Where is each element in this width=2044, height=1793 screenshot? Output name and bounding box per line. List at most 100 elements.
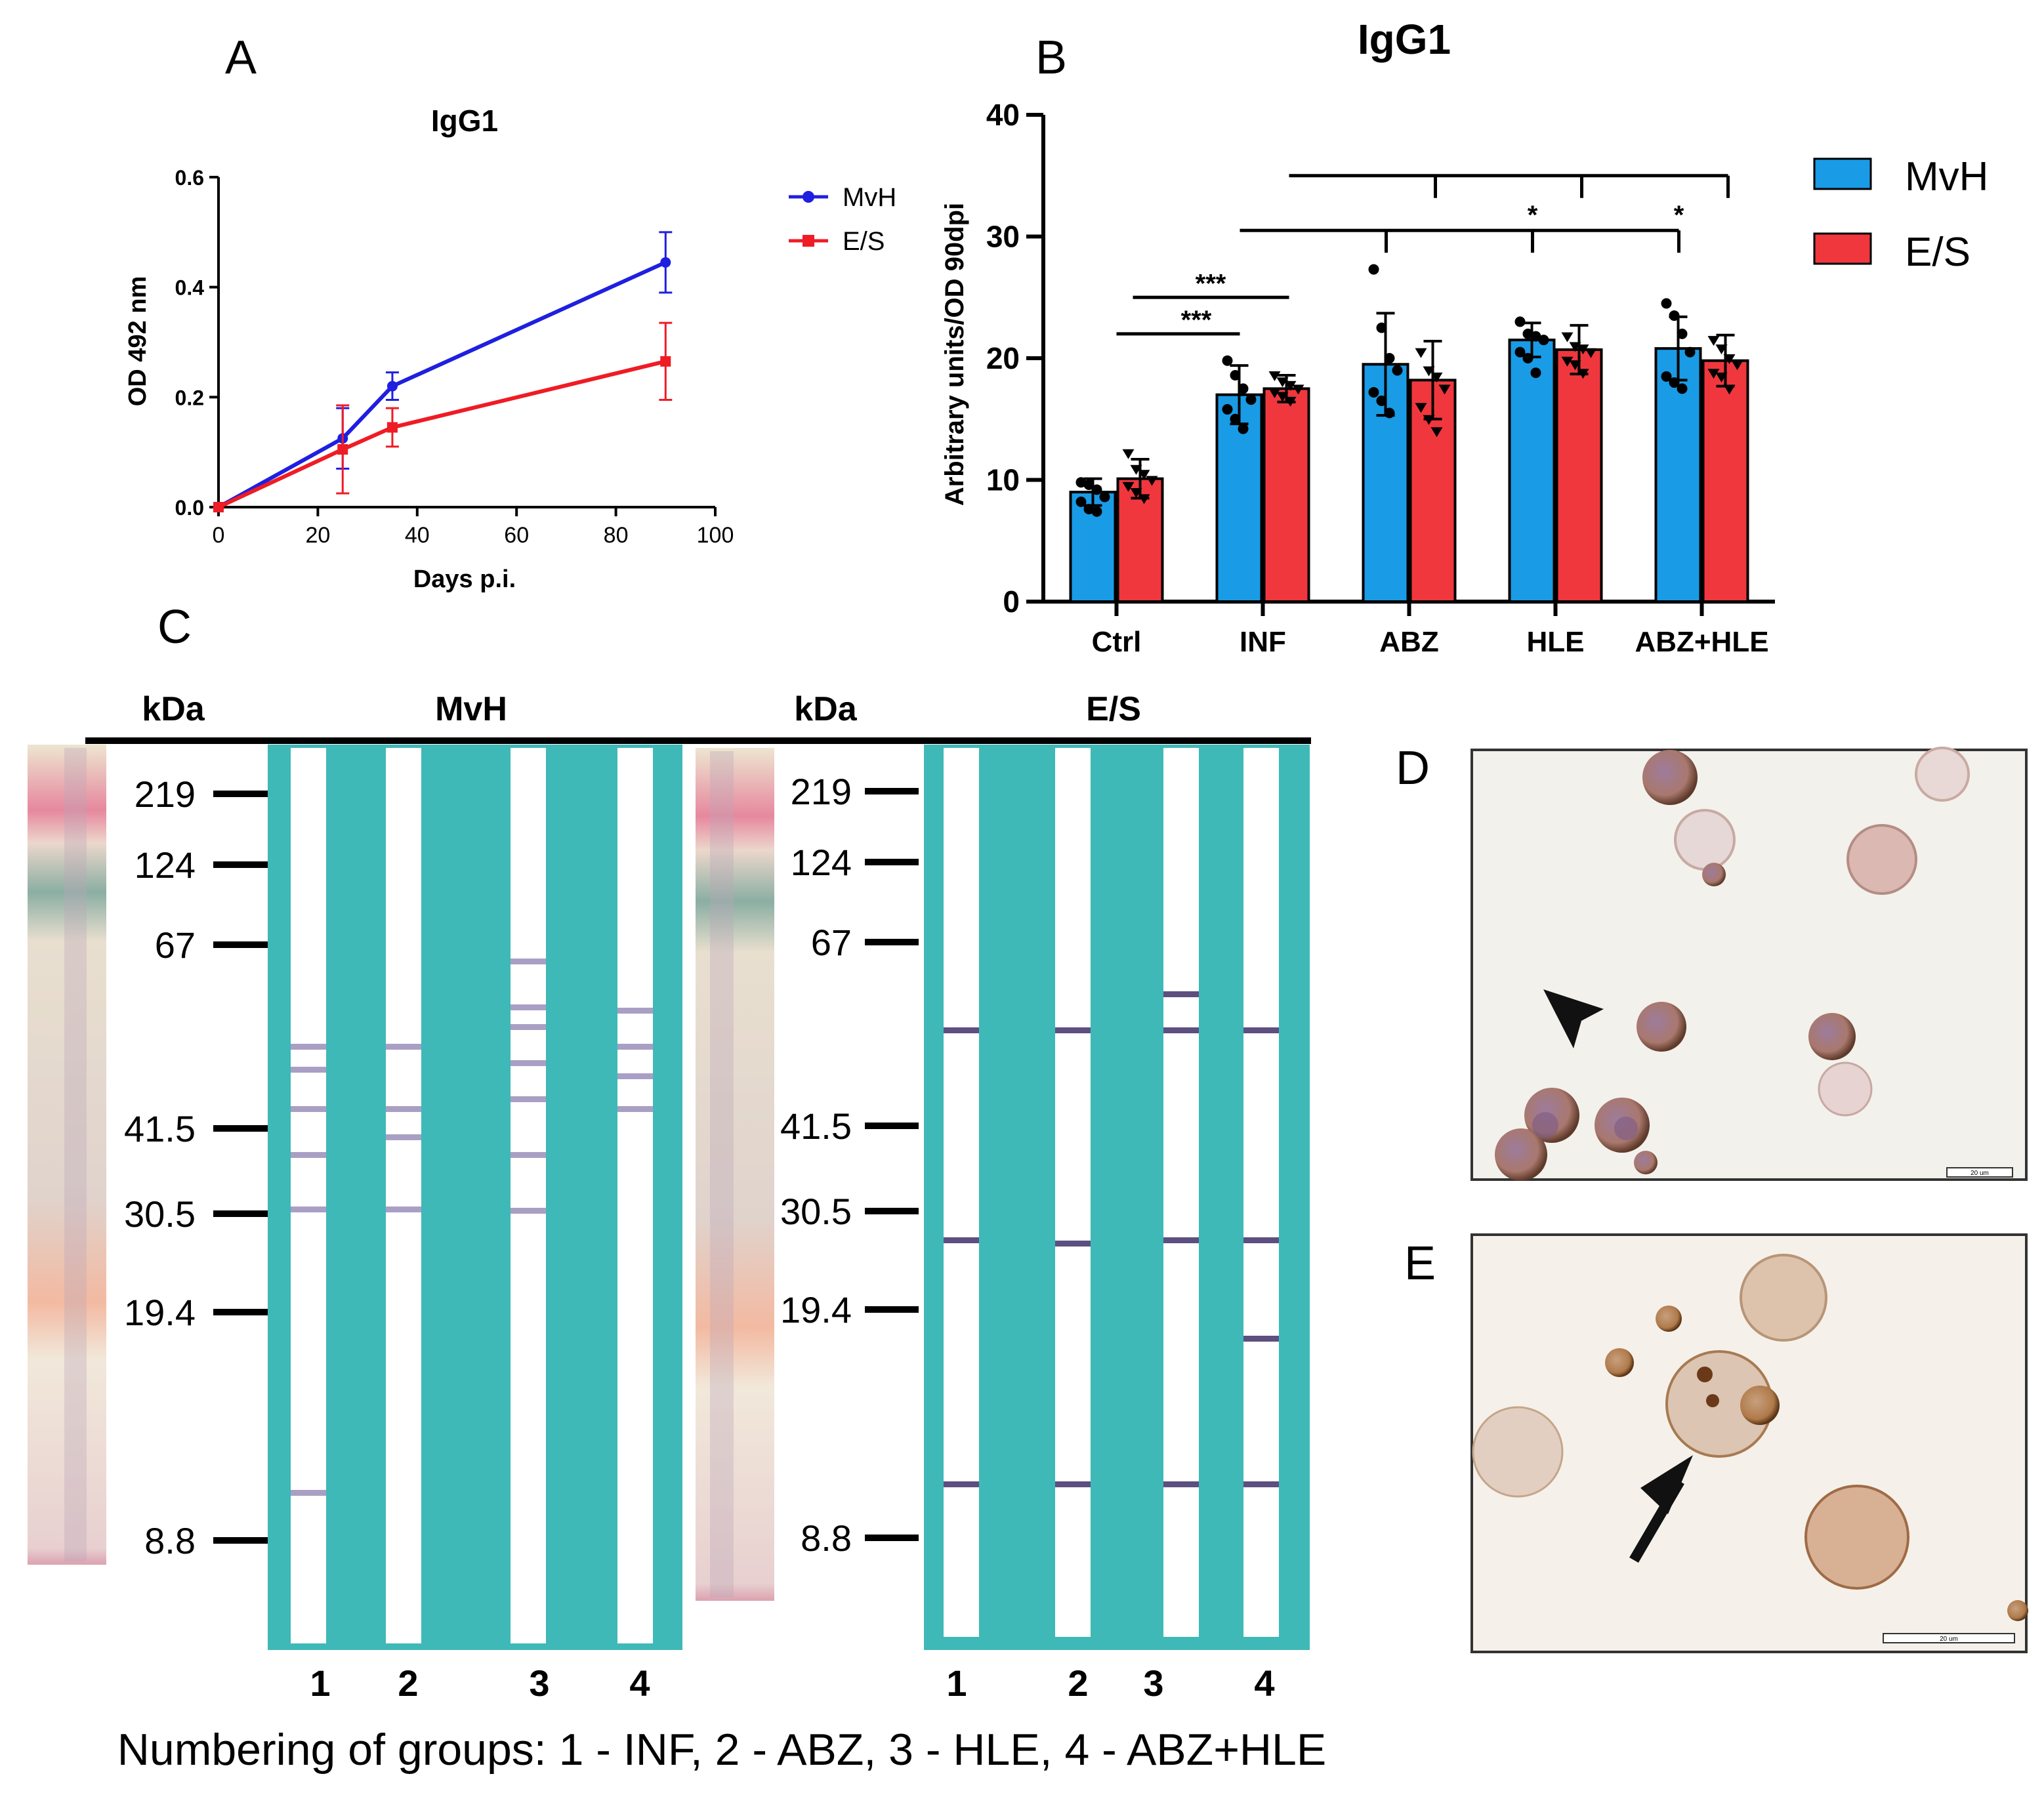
blot-band — [511, 1024, 546, 1030]
b-bar-E/S — [1262, 387, 1310, 603]
panel-e-micrograph: E 20 um — [1404, 1233, 2028, 1653]
panel-c-western-blot: C kDa MvH kDa E/S 2191246741.530.519.48.… — [28, 601, 1326, 1775]
a-x-tick-label: 60 — [504, 523, 529, 548]
sig-label: * — [1674, 201, 1684, 230]
b-triangle-point — [1577, 344, 1589, 355]
a-x-tick-label: 80 — [604, 523, 629, 548]
b-triangle-point — [1146, 476, 1158, 486]
scale-bar-d-label: 20 um — [1971, 1170, 1989, 1177]
kda-marker-label: 30.5 — [124, 1193, 196, 1235]
b-x-tick-label: HLE — [1527, 626, 1585, 658]
lane-number: 1 — [946, 1662, 967, 1704]
chart-a-series — [213, 231, 673, 512]
b-dot-point — [1530, 367, 1541, 379]
cell — [1740, 1386, 1780, 1425]
cell — [1674, 809, 1736, 871]
left-blot-title: MvH — [435, 690, 507, 728]
chart-b-title: IgG1 — [1358, 16, 1451, 63]
blot-strip — [1163, 748, 1199, 1637]
b-y-tick-label: 30 — [986, 220, 1020, 254]
blot-band — [291, 1044, 326, 1050]
kda-marker-label: 19.4 — [124, 1292, 196, 1333]
blot-band — [291, 1490, 326, 1496]
b-y-tick-label: 40 — [986, 98, 1020, 132]
b-triangle-point — [1276, 377, 1289, 388]
b-bar-MvH — [1508, 339, 1556, 603]
panel-label-b: B — [1035, 31, 1067, 84]
b-triangle-point — [1130, 488, 1142, 499]
sig-label: * — [1528, 201, 1538, 230]
lane-number: 3 — [1143, 1662, 1163, 1704]
a-y-tick-label: 0.4 — [175, 276, 205, 300]
cell — [1697, 1367, 1713, 1382]
b-dot-point — [1091, 506, 1102, 517]
kda-marker-label: 30.5 — [780, 1191, 852, 1232]
b-y-tick-label: 20 — [986, 341, 1020, 375]
b-dot-point — [1522, 328, 1533, 339]
blot-band — [617, 1008, 653, 1014]
blot-band — [617, 1073, 653, 1079]
blot-band — [1055, 1027, 1091, 1033]
cell — [1605, 1348, 1634, 1377]
chart-a-ylabel: OD 492 nm — [124, 276, 152, 407]
b-triangle-point — [1423, 366, 1435, 377]
cell — [1532, 1112, 1558, 1138]
lane-number: 4 — [629, 1662, 650, 1704]
a-y-tick-label: 0.6 — [175, 166, 204, 190]
scale-bar-e-label: 20 um — [1940, 1636, 1958, 1643]
legend-mvh-label: MvH — [843, 183, 896, 212]
blot-band — [291, 1152, 326, 1158]
kda-marker-label: 41.5 — [124, 1108, 196, 1149]
cell — [1846, 824, 1917, 895]
panel-label-e: E — [1404, 1237, 1436, 1290]
legend-b-mvh-swatch — [1813, 157, 1872, 190]
a-data-point — [386, 381, 398, 392]
b-triangle-point — [1122, 482, 1135, 492]
blot-strip — [386, 748, 421, 1643]
a-y-tick-label: 0.0 — [175, 496, 204, 520]
arrow-head — [1640, 1455, 1693, 1514]
b-triangle-point — [1284, 396, 1297, 407]
blot-band — [386, 1106, 421, 1112]
chart-a-title: IgG1 — [431, 104, 498, 138]
a-data-point — [337, 443, 348, 455]
lane-numbers: 1 2 3 4 1 2 3 4 — [310, 1662, 1274, 1704]
blot-band — [1163, 1237, 1199, 1243]
blot-band — [944, 1027, 979, 1033]
a-y-tick-label: 0.2 — [175, 386, 204, 409]
b-dot-point — [1661, 298, 1672, 309]
b-dot-point — [1238, 383, 1249, 394]
chart-a-axes: 0.0 0.2 0.4 0.6 0 20 40 60 80 100 — [175, 166, 734, 548]
right-blot-title: E/S — [1086, 690, 1141, 728]
b-dot-point — [1538, 335, 1549, 346]
b-dot-point — [1677, 328, 1688, 339]
right-ladder-lane — [710, 751, 734, 1597]
a-series-line-1 — [217, 359, 667, 509]
b-bar-E/S — [1701, 359, 1749, 604]
left-ladder-lane — [64, 748, 87, 1561]
micrograph-e-cells — [1472, 1254, 2028, 1621]
chart-a-legend: MvH E/S — [789, 183, 896, 256]
kda-marker-label: 219 — [135, 773, 196, 815]
b-triangle-point — [1585, 348, 1597, 358]
panel-b-bar-chart: B IgG1 Arbitrary units/OD 90dpi 0 10 20 30 4… — [940, 16, 1988, 658]
b-dot-point — [1384, 407, 1395, 419]
kda-marker-label: 8.8 — [144, 1520, 196, 1561]
cell — [1702, 863, 1726, 886]
blot-strip — [1243, 748, 1279, 1637]
b-dot-point — [1099, 491, 1110, 503]
cell — [1656, 1306, 1682, 1332]
lane-number: 2 — [398, 1662, 418, 1704]
b-dot-point — [1384, 353, 1395, 363]
kda-marker-label: 19.4 — [780, 1289, 852, 1330]
left-membrane — [268, 745, 682, 1650]
kda-marker-label: 67 — [811, 922, 852, 963]
b-dot-point — [1075, 477, 1087, 488]
b-triangle-point — [1577, 369, 1589, 379]
kda-markers: 219 124 67 41.5 30.5 19.4 8.8 219 124 67 41.5 30.5 1… — [124, 771, 919, 1561]
blot-band — [511, 1208, 546, 1214]
chart-a-xlabel: Days p.i. — [413, 566, 516, 593]
b-dot-point — [1677, 383, 1688, 394]
left-ladder-strip — [28, 745, 106, 1565]
